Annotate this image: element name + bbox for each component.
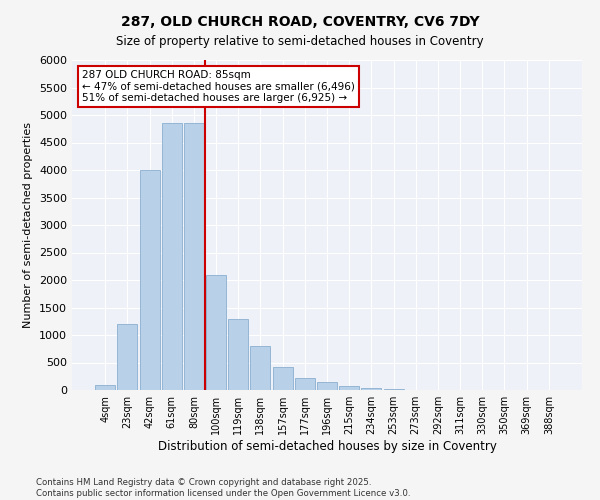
Text: 287, OLD CHURCH ROAD, COVENTRY, CV6 7DY: 287, OLD CHURCH ROAD, COVENTRY, CV6 7DY [121, 15, 479, 29]
Y-axis label: Number of semi-detached properties: Number of semi-detached properties [23, 122, 34, 328]
Bar [140, 170, 160, 390]
Text: Contains HM Land Registry data © Crown copyright and database right 2025.
Contai: Contains HM Land Registry data © Crown c… [36, 478, 410, 498]
Bar [162, 123, 182, 390]
Bar [339, 386, 359, 390]
Text: Size of property relative to semi-detached houses in Coventry: Size of property relative to semi-detach… [116, 35, 484, 48]
X-axis label: Distribution of semi-detached houses by size in Coventry: Distribution of semi-detached houses by … [158, 440, 496, 453]
Bar [317, 382, 337, 390]
Bar [95, 384, 115, 390]
Bar [250, 346, 271, 390]
Bar [206, 274, 226, 390]
Bar [361, 388, 382, 390]
Bar [295, 378, 315, 390]
Bar [228, 318, 248, 390]
Bar [272, 367, 293, 390]
Bar [184, 123, 204, 390]
Bar [118, 324, 137, 390]
Text: 287 OLD CHURCH ROAD: 85sqm
← 47% of semi-detached houses are smaller (6,496)
51%: 287 OLD CHURCH ROAD: 85sqm ← 47% of semi… [82, 70, 355, 103]
